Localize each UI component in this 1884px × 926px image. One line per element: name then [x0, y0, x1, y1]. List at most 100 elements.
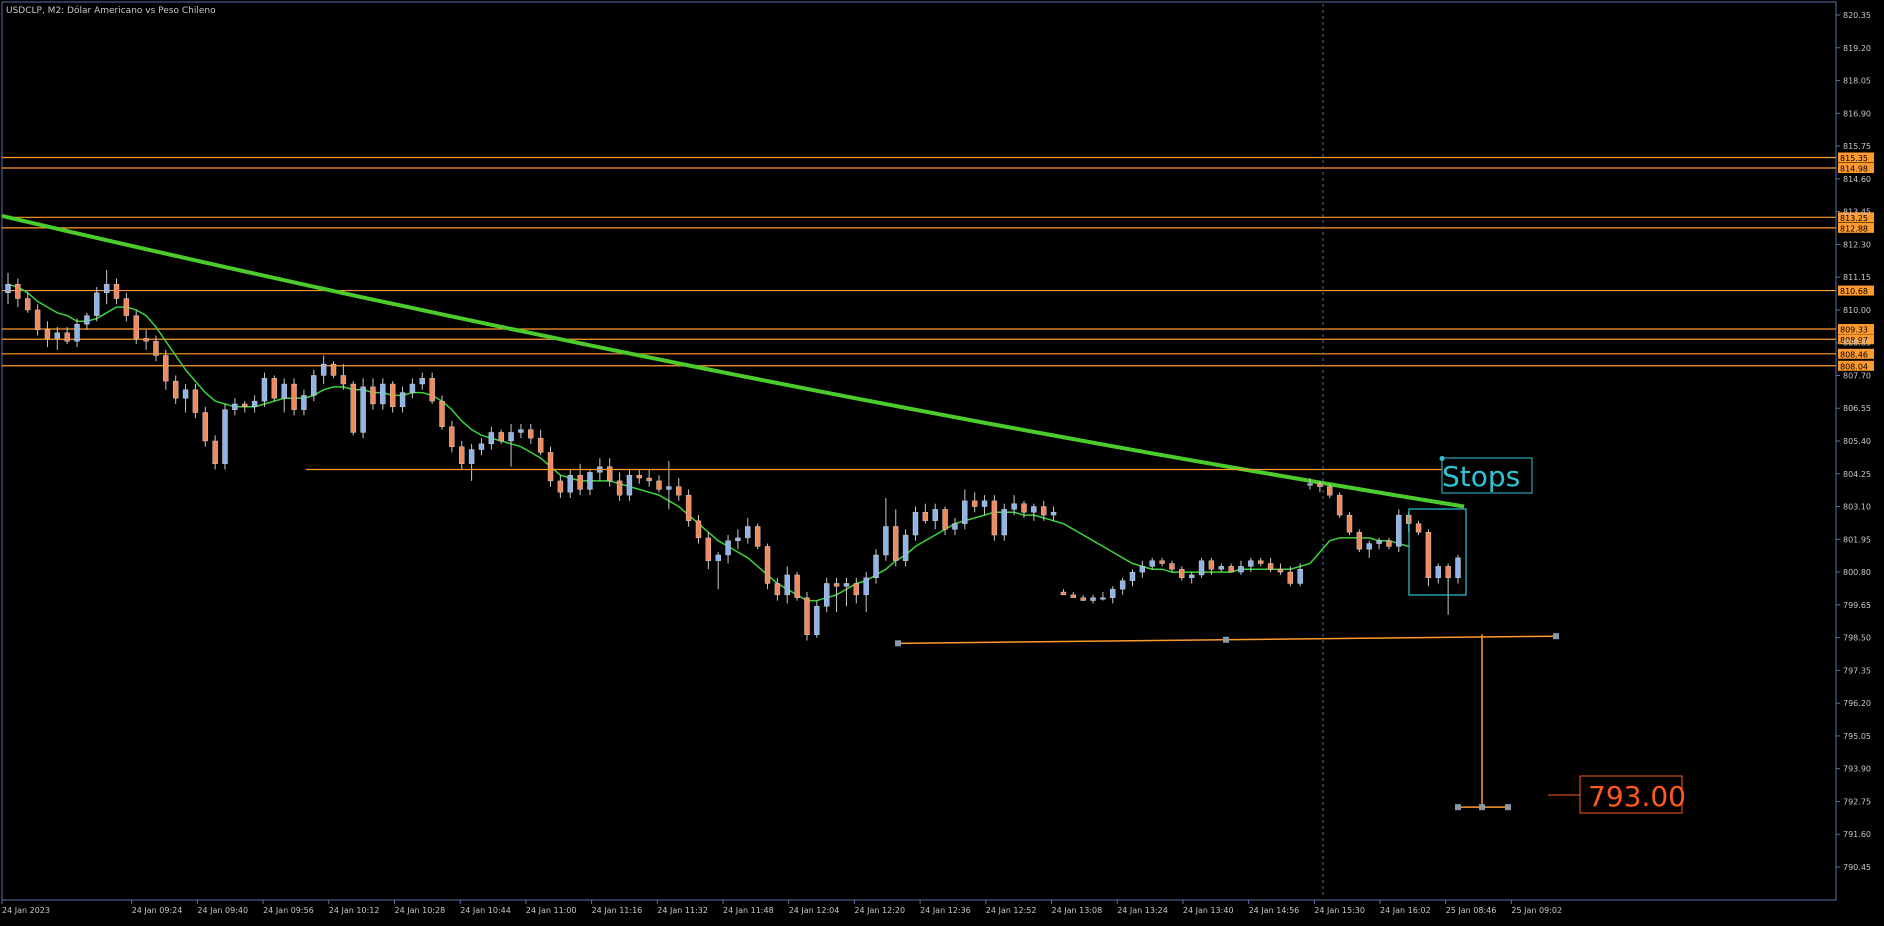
candle-body: [991, 500, 998, 536]
price-tick-label: 792.75: [1843, 797, 1871, 806]
candle-body: [971, 500, 978, 507]
candle-body: [1169, 563, 1175, 570]
candle-body: [1258, 560, 1264, 564]
time-tick-label: 25 Jan 08:46: [1446, 906, 1497, 915]
candle-body: [439, 400, 445, 427]
candle-body: [893, 526, 899, 561]
candle-body: [685, 494, 692, 521]
time-tick-label: 24 Jan 2023: [2, 906, 50, 915]
price-tick-label: 793.90: [1843, 765, 1871, 774]
candle-body: [1317, 483, 1323, 487]
time-tick-label: 24 Jan 13:08: [1052, 906, 1103, 915]
price-tick-label: 820.35: [1843, 11, 1871, 20]
candle-body: [340, 375, 347, 385]
price-tick-label: 798.50: [1843, 634, 1871, 643]
price-tick-label: 801.95: [1843, 535, 1871, 544]
candle-body: [5, 284, 11, 294]
candle-body: [695, 520, 702, 539]
candle-body: [64, 332, 70, 342]
level-price-label: 808.46: [1840, 350, 1868, 359]
candle-body: [311, 375, 317, 396]
drawn-objects[interactable]: [306, 4, 1580, 898]
level-price-tag: [1838, 285, 1874, 296]
candle-body: [320, 363, 327, 376]
level-price-label: 809.33: [1840, 326, 1868, 335]
level-price-tag: [1838, 348, 1874, 359]
time-tick-label: 24 Jan 11:16: [592, 906, 643, 915]
stops-label-box[interactable]: Stops: [1441, 457, 1533, 494]
candle-body: [1198, 560, 1205, 576]
candle-body: [1346, 514, 1353, 533]
candle-body: [419, 378, 425, 385]
candle-body: [626, 474, 633, 496]
candle-body: [409, 383, 416, 393]
time-tick-label: 24 Jan 12:36: [920, 906, 971, 915]
time-tick-label: 24 Jan 09:24: [132, 906, 183, 915]
price-tick-label: 808.85: [1843, 339, 1871, 348]
candle-body: [1011, 503, 1017, 510]
candle-body: [459, 446, 465, 464]
candle-body: [488, 432, 495, 445]
time-tick-label: 24 Jan 10:28: [395, 906, 446, 915]
candle-body: [15, 284, 21, 299]
candle-body: [853, 583, 859, 596]
candle-body: [962, 500, 968, 524]
candle-body: [646, 477, 652, 482]
candle-body: [843, 583, 850, 587]
candle-body: [1208, 560, 1215, 570]
price-tick-label: 804.25: [1843, 470, 1871, 479]
candle-body: [389, 383, 396, 408]
time-tick-label: 24 Jan 12:04: [789, 906, 840, 915]
price-tick-label: 814.60: [1843, 175, 1871, 184]
time-tick-label: 24 Jan 16:02: [1380, 906, 1431, 915]
candle-body: [123, 298, 130, 316]
candle-body: [1159, 560, 1165, 564]
candle-body: [498, 432, 504, 442]
time-axis: 24 Jan 2023 24 Jan 09:24 24 Jan 09:40 24 Ja…: [1, 900, 1562, 915]
candle-body: [153, 341, 159, 356]
candle-body: [1218, 566, 1224, 570]
candle-body: [1129, 571, 1136, 581]
candle-body: [922, 512, 929, 521]
candle-body: [902, 534, 909, 561]
time-tick-label: 24 Jan 13:24: [1117, 906, 1168, 915]
candle-body: [833, 583, 840, 587]
candle-body: [281, 383, 287, 399]
candle-body: [1386, 540, 1392, 547]
candle-body: [952, 523, 958, 530]
candle-body: [912, 512, 919, 536]
candle-body: [587, 472, 593, 490]
time-tick-label: 24 Jan 15:30: [1314, 906, 1365, 915]
time-tick-label: 24 Jan 10:12: [329, 906, 380, 915]
candle-body: [291, 383, 297, 410]
candle-body: [794, 574, 800, 598]
time-tick-label: 24 Jan 11:00: [526, 906, 577, 915]
candle-body: [1149, 560, 1155, 567]
candle-body: [705, 537, 712, 561]
candle-body: [863, 577, 869, 596]
candle-body: [1366, 543, 1372, 550]
candle-body: [1445, 566, 1451, 578]
candle-body: [399, 392, 406, 408]
price-tick-label: 812.30: [1843, 240, 1871, 249]
candle-body: [1297, 569, 1303, 584]
candle-body: [143, 338, 149, 342]
target-label-box[interactable]: 793.00: [1579, 775, 1686, 814]
candle-body: [84, 315, 90, 325]
candle-body: [133, 315, 139, 339]
target-label: 793.00: [1588, 780, 1686, 813]
level-price-label: 812.88: [1840, 224, 1868, 233]
candle-body: [754, 526, 761, 547]
level-price-label: 810.68: [1840, 287, 1868, 296]
candle-body: [1228, 566, 1234, 573]
price-tick-label: 806.55: [1843, 404, 1871, 413]
target-handle: [1479, 804, 1485, 811]
candle-body: [547, 452, 554, 482]
candle-body: [103, 284, 110, 294]
candle-body: [1435, 566, 1441, 578]
price-tick-label: 807.70: [1843, 371, 1871, 380]
price-tick-label: 811.15: [1843, 273, 1871, 282]
stops-label: Stops: [1442, 460, 1520, 493]
